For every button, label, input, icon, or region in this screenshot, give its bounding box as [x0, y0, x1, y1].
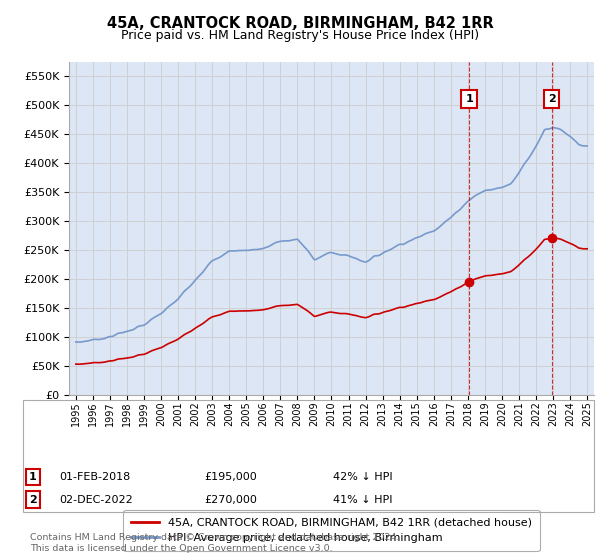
- Text: 1: 1: [29, 472, 37, 482]
- Text: 45A, CRANTOCK ROAD, BIRMINGHAM, B42 1RR: 45A, CRANTOCK ROAD, BIRMINGHAM, B42 1RR: [107, 16, 493, 31]
- Text: 1: 1: [466, 94, 473, 104]
- Text: 2: 2: [29, 494, 37, 505]
- Text: 42% ↓ HPI: 42% ↓ HPI: [333, 472, 392, 482]
- Text: £270,000: £270,000: [204, 494, 257, 505]
- Text: 01-FEB-2018: 01-FEB-2018: [59, 472, 130, 482]
- Legend: 45A, CRANTOCK ROAD, BIRMINGHAM, B42 1RR (detached house), HPI: Average price, de: 45A, CRANTOCK ROAD, BIRMINGHAM, B42 1RR …: [124, 510, 539, 551]
- Text: 2: 2: [548, 94, 556, 104]
- Text: £195,000: £195,000: [204, 472, 257, 482]
- Text: 41% ↓ HPI: 41% ↓ HPI: [333, 494, 392, 505]
- Text: Contains HM Land Registry data © Crown copyright and database right 2024.
This d: Contains HM Land Registry data © Crown c…: [30, 533, 400, 553]
- Text: Price paid vs. HM Land Registry's House Price Index (HPI): Price paid vs. HM Land Registry's House …: [121, 29, 479, 42]
- Text: 02-DEC-2022: 02-DEC-2022: [59, 494, 133, 505]
